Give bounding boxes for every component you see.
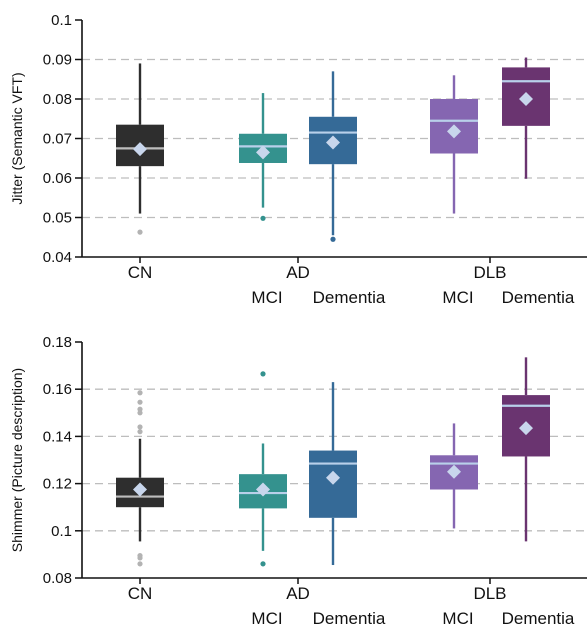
box-cn	[116, 63, 164, 235]
y-axis-label: Jitter (Semantic VFT)	[9, 72, 25, 204]
mean-marker	[519, 92, 533, 106]
y-tick-label: 0.18	[43, 334, 72, 351]
sub-label-dementia: Dementia	[313, 288, 386, 307]
mean-marker	[256, 482, 270, 497]
y-tick-label: 0.08	[43, 91, 72, 108]
mean-marker	[326, 135, 340, 150]
outlier-point	[137, 410, 143, 416]
y-tick-label: 0.1	[51, 523, 72, 540]
box-ad-mci	[239, 93, 287, 221]
chart-panel-1: 0.04 0.05 0.06 0.07 0.08 0.09 0.1 Jitter (Seman…	[9, 12, 587, 307]
outlier-point	[137, 399, 143, 405]
mean-marker	[133, 142, 147, 157]
outlier-point	[137, 424, 143, 430]
y-tick-label: 0.12	[43, 476, 72, 493]
chart-panel-2: 0.08 0.1 0.12 0.14 0.16 0.18 Shimmer (Picture …	[9, 334, 587, 627]
sub-label-dementia: Dementia	[313, 609, 386, 627]
mean-marker	[519, 421, 533, 436]
box-dlb-dementia	[502, 357, 550, 542]
outlier-point	[137, 555, 143, 561]
outlier-point	[137, 429, 143, 435]
outlier-point	[260, 215, 266, 221]
box-ad-mci	[239, 371, 287, 567]
y-tick-label: 0.05	[43, 210, 72, 227]
sub-label-mci: MCI	[442, 609, 473, 627]
y-tick-label: 0.06	[43, 170, 72, 187]
box-ad-dementia	[309, 382, 357, 566]
y-axis-label: Shimmer (Picture description)	[9, 368, 25, 552]
outlier-point	[260, 561, 266, 567]
box-dlb-mci	[430, 423, 478, 529]
sub-label-mci: MCI	[251, 609, 282, 627]
y-tick-label: 0.08	[43, 570, 72, 587]
outlier-point	[137, 390, 143, 396]
mean-marker	[133, 482, 147, 497]
mean-marker	[326, 470, 340, 485]
sub-label-mci: MCI	[442, 288, 473, 307]
group-label-ad: AD	[286, 263, 310, 282]
group-label-cn: CN	[128, 584, 153, 603]
box-ad-dementia	[309, 71, 357, 242]
sub-label-dementia: Dementia	[502, 609, 575, 627]
y-tick-label: 0.07	[43, 131, 72, 148]
group-label-cn: CN	[128, 263, 153, 282]
group-label-dlb: DLB	[473, 584, 506, 603]
outlier-point	[137, 229, 143, 235]
group-label-ad: AD	[286, 584, 310, 603]
y-tick-label: 0.09	[43, 52, 72, 69]
sub-label-mci: MCI	[251, 288, 282, 307]
box-dlb-mci	[430, 75, 478, 214]
y-tick-label: 0.04	[43, 249, 72, 266]
mean-marker	[447, 464, 461, 479]
box-cn	[116, 390, 164, 567]
y-tick-label: 0.16	[43, 381, 72, 398]
y-tick-label: 0.14	[43, 428, 72, 445]
outlier-point	[330, 236, 336, 242]
box-dlb-dementia	[502, 57, 550, 179]
group-label-dlb: DLB	[473, 263, 506, 282]
y-tick-label: 0.1	[51, 12, 72, 29]
outlier-point	[137, 561, 143, 567]
sub-label-dementia: Dementia	[502, 288, 575, 307]
outlier-point	[260, 371, 266, 377]
mean-marker	[256, 145, 270, 160]
mean-marker	[447, 124, 461, 139]
